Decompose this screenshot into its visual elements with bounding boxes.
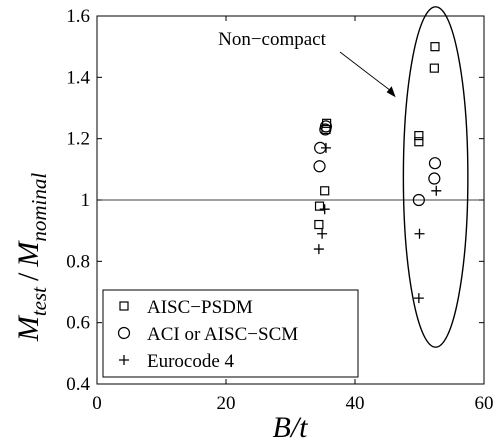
plus-marker <box>413 293 424 304</box>
plus-marker <box>414 228 425 239</box>
x-tick-label: 0 <box>92 393 102 414</box>
y-tick-label: 0.4 <box>66 374 90 395</box>
circle-marker <box>313 160 326 173</box>
circle-marker <box>319 120 333 133</box>
y-axis-title-sub1: test <box>27 286 51 316</box>
y-axis-title: Mtest / Mnominal <box>12 173 51 343</box>
square-marker <box>314 201 325 211</box>
x-tick-label: 40 <box>346 393 365 414</box>
y-tick-label: 1.4 <box>66 67 90 88</box>
x-tick-label: 20 <box>217 393 236 414</box>
x-tick-label: 60 <box>475 393 494 414</box>
annotation-text: Non−compact <box>218 29 327 50</box>
annotation-arrow-line <box>339 51 393 93</box>
legend-box <box>102 289 359 378</box>
y-axis-title-m2: M <box>12 240 45 268</box>
legend-entry: Eurocode 4 <box>147 351 235 372</box>
square-marker <box>314 219 324 230</box>
legend: AISC−PSDM ACI or AISC−SCM Eurocode 4 <box>102 289 359 378</box>
legend-plus-marker <box>119 355 129 365</box>
plus-marker <box>319 204 330 215</box>
circle-marker <box>412 193 425 207</box>
plus-marker <box>320 142 331 153</box>
square-marker <box>320 186 330 196</box>
square-marker <box>414 131 424 141</box>
legend-square-marker <box>119 301 129 311</box>
circle-marker <box>428 172 441 185</box>
legend-circle-marker <box>117 326 131 340</box>
y-tick-label: 1.6 <box>66 6 90 27</box>
y-axis-title-sub2: nominal <box>27 173 51 242</box>
y-tick-label: 0.6 <box>66 313 90 334</box>
square-marker <box>414 137 424 147</box>
square-marker <box>430 42 440 52</box>
circle-marker <box>428 157 442 170</box>
non-compact-ellipse <box>402 6 469 348</box>
legend-entry: ACI or AISC−SCM <box>147 324 298 345</box>
y-axis-title-m1: M <box>12 314 45 342</box>
axes: B/t Mtest / Mnominal 0 20 40 60 0.4 0.6 0.8 1 1.2 1… <box>12 6 494 444</box>
plus-marker <box>313 244 324 255</box>
plus-marker <box>317 228 328 239</box>
y-tick-label: 0.8 <box>66 251 90 272</box>
y-tick-label: 1 <box>81 190 91 211</box>
annotation-arrowhead <box>386 86 396 98</box>
annotation-layer: Non−compact <box>218 6 469 348</box>
y-axis-title-slash: / <box>12 272 45 281</box>
plus-marker <box>431 185 442 196</box>
y-tick-label: 1.2 <box>66 129 90 150</box>
data-marks <box>313 42 442 304</box>
square-marker <box>429 63 439 73</box>
x-axis-title: B/t <box>273 411 309 444</box>
legend-entry: AISC−PSDM <box>147 297 253 318</box>
